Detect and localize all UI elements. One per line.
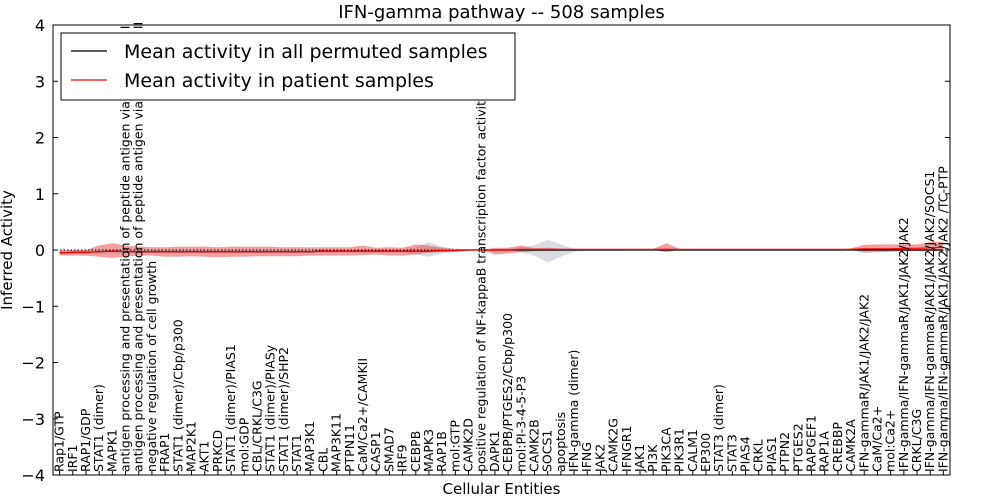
- y-tick-label: 3: [35, 72, 45, 91]
- y-tick-label: −4: [21, 466, 45, 485]
- entity-label: CALM1: [685, 429, 700, 472]
- entity-label: mol:GDP: [236, 417, 251, 472]
- entity-label: CASP1: [368, 431, 383, 472]
- entity-label: CAMK2B: [527, 419, 542, 472]
- entity-label: FRAP1: [157, 433, 172, 472]
- entity-label: CEBPB: [408, 431, 423, 472]
- entity-label: STAT3 (dimer): [711, 384, 726, 472]
- entity-label: PIK3CA: [658, 427, 673, 472]
- y-tick-label: −3: [21, 410, 45, 429]
- entity-label: PTGES2: [790, 423, 805, 472]
- entity-label: STAT1 (dimer): [91, 384, 106, 472]
- entity-label: IFN-gamma/IFN-gammaR/JAK1/JAK2/JAK2/SOCS…: [922, 171, 937, 472]
- entity-label: PTPN2: [777, 432, 792, 472]
- entity-label: mol:GTP: [447, 420, 462, 472]
- y-axis-title: Inferred Activity: [0, 190, 16, 310]
- entity-label: CAMK2G: [606, 418, 621, 472]
- entity-label: STAT3: [724, 434, 739, 472]
- legend-label-permuted: Mean activity in all permuted samples: [124, 41, 487, 63]
- entity-label: RAP1/GDP: [78, 408, 93, 472]
- entity-label: PIAS1: [764, 436, 779, 472]
- entity-label: STAT1 (dimer)/PIAS1: [223, 344, 238, 472]
- entity-label: CAMK2A: [843, 419, 858, 472]
- entity-label: JAK1: [632, 444, 647, 473]
- entity-label: CRKL/C3G: [909, 409, 924, 472]
- x-axis-title: Cellular Entities: [443, 480, 561, 498]
- entity-label: STAT1 (dimer)/PIASy: [263, 344, 278, 472]
- entity-label: MAPK1: [104, 429, 119, 472]
- entity-label: apoptosis: [553, 412, 568, 472]
- y-tick-label: 4: [35, 16, 45, 35]
- entity-label: EP300: [698, 433, 713, 472]
- y-tick-label: −2: [21, 354, 45, 373]
- entity-label: CaM/Ca2+: [869, 406, 884, 472]
- patient-mean-line: [59, 246, 944, 254]
- entity-label: IFN-gamma/IFN-gammaR/JAK1/JAK2/JAK2: [896, 217, 911, 472]
- entity-label: CAMK2D: [461, 418, 476, 472]
- series-lines: [59, 246, 944, 254]
- entity-label: SMAD7: [381, 427, 396, 472]
- entity-label: STAT1 (dimer)/SHP2: [276, 347, 291, 472]
- entity-label: MAP3K1: [302, 421, 317, 472]
- entity-label: STAT1: [289, 434, 304, 472]
- entity-label: IFNG: [579, 442, 594, 472]
- entity-label: RAPGEF1: [804, 415, 819, 472]
- entity-label: IFN-gamma (dimer): [566, 350, 581, 473]
- entity-label: IFN-gammaR/JAK1/JAK2/JAK2: [856, 294, 871, 472]
- entity-label: STAT1 (dimer)/Cbp/p300: [170, 319, 185, 472]
- entity-label: CBL/CRKL/C3G: [250, 380, 265, 472]
- legend-label-patient: Mean activity in patient samples: [124, 70, 434, 92]
- entity-label: IRF9: [395, 444, 410, 472]
- y-tick-label: 0: [35, 241, 45, 260]
- entity-label: RAP1B: [434, 431, 449, 472]
- entity-label: CRKL: [751, 439, 766, 472]
- entity-label: CEBPB/PTGES2/Cbp/p300: [500, 313, 515, 472]
- entity-label: positive regulation of NF-kappaB transcr…: [474, 93, 489, 472]
- entity-label: MAP2K1: [184, 421, 199, 472]
- entity-label: PIAS4: [738, 436, 753, 472]
- entity-label: RAP1A: [817, 431, 832, 472]
- entity-label: SOCS1: [540, 430, 555, 472]
- entity-label: IRF1: [65, 444, 80, 472]
- entity-label: antigen processing and presentation of p…: [131, 22, 146, 472]
- entity-label: mol:PI-3-4-5-P3: [513, 376, 528, 472]
- legend: Mean activity in all permuted samples Me…: [60, 32, 516, 101]
- entity-label: PTPN11: [342, 424, 357, 472]
- entity-label: mol:Ca2+: [883, 410, 898, 472]
- entity-label: antigen processing and presentation of p…: [118, 26, 133, 473]
- entity-label: CREBBP: [830, 422, 845, 472]
- entity-label: CBL: [315, 448, 330, 472]
- entity-label: MAP3K11: [329, 413, 344, 472]
- y-axis: −4 −3 −2 −1 0 1 2 3 4: [21, 16, 950, 485]
- entity-label: PRKCD: [210, 430, 225, 472]
- entity-label: negative regulation of cell growth: [144, 261, 159, 472]
- entity-label: AKT1: [197, 441, 212, 472]
- entity-label: PIK3R1: [672, 428, 687, 472]
- entity-label: IFN-gamma/IFN-gammaR/JAK1/JAK2/JAK2 /TC-…: [935, 166, 950, 472]
- y-tick-label: 1: [35, 185, 45, 204]
- plot-frame: [52, 24, 951, 476]
- entity-label: IFNGR1: [619, 425, 634, 472]
- entity-label: CaM/Ca2+/CAMKII: [355, 358, 370, 472]
- chart-title: IFN-gamma pathway -- 508 samples: [338, 2, 665, 23]
- entity-label: DAPK1: [487, 430, 502, 472]
- entity-label: MAPK3: [421, 429, 436, 472]
- entity-label: Rap1/GTP: [52, 411, 67, 472]
- y-tick-label: 2: [35, 129, 45, 148]
- entity-label: PI3K: [645, 444, 660, 472]
- entity-label: JAK2: [592, 444, 607, 473]
- y-tick-label: −1: [21, 297, 45, 316]
- legend-box: [60, 32, 516, 101]
